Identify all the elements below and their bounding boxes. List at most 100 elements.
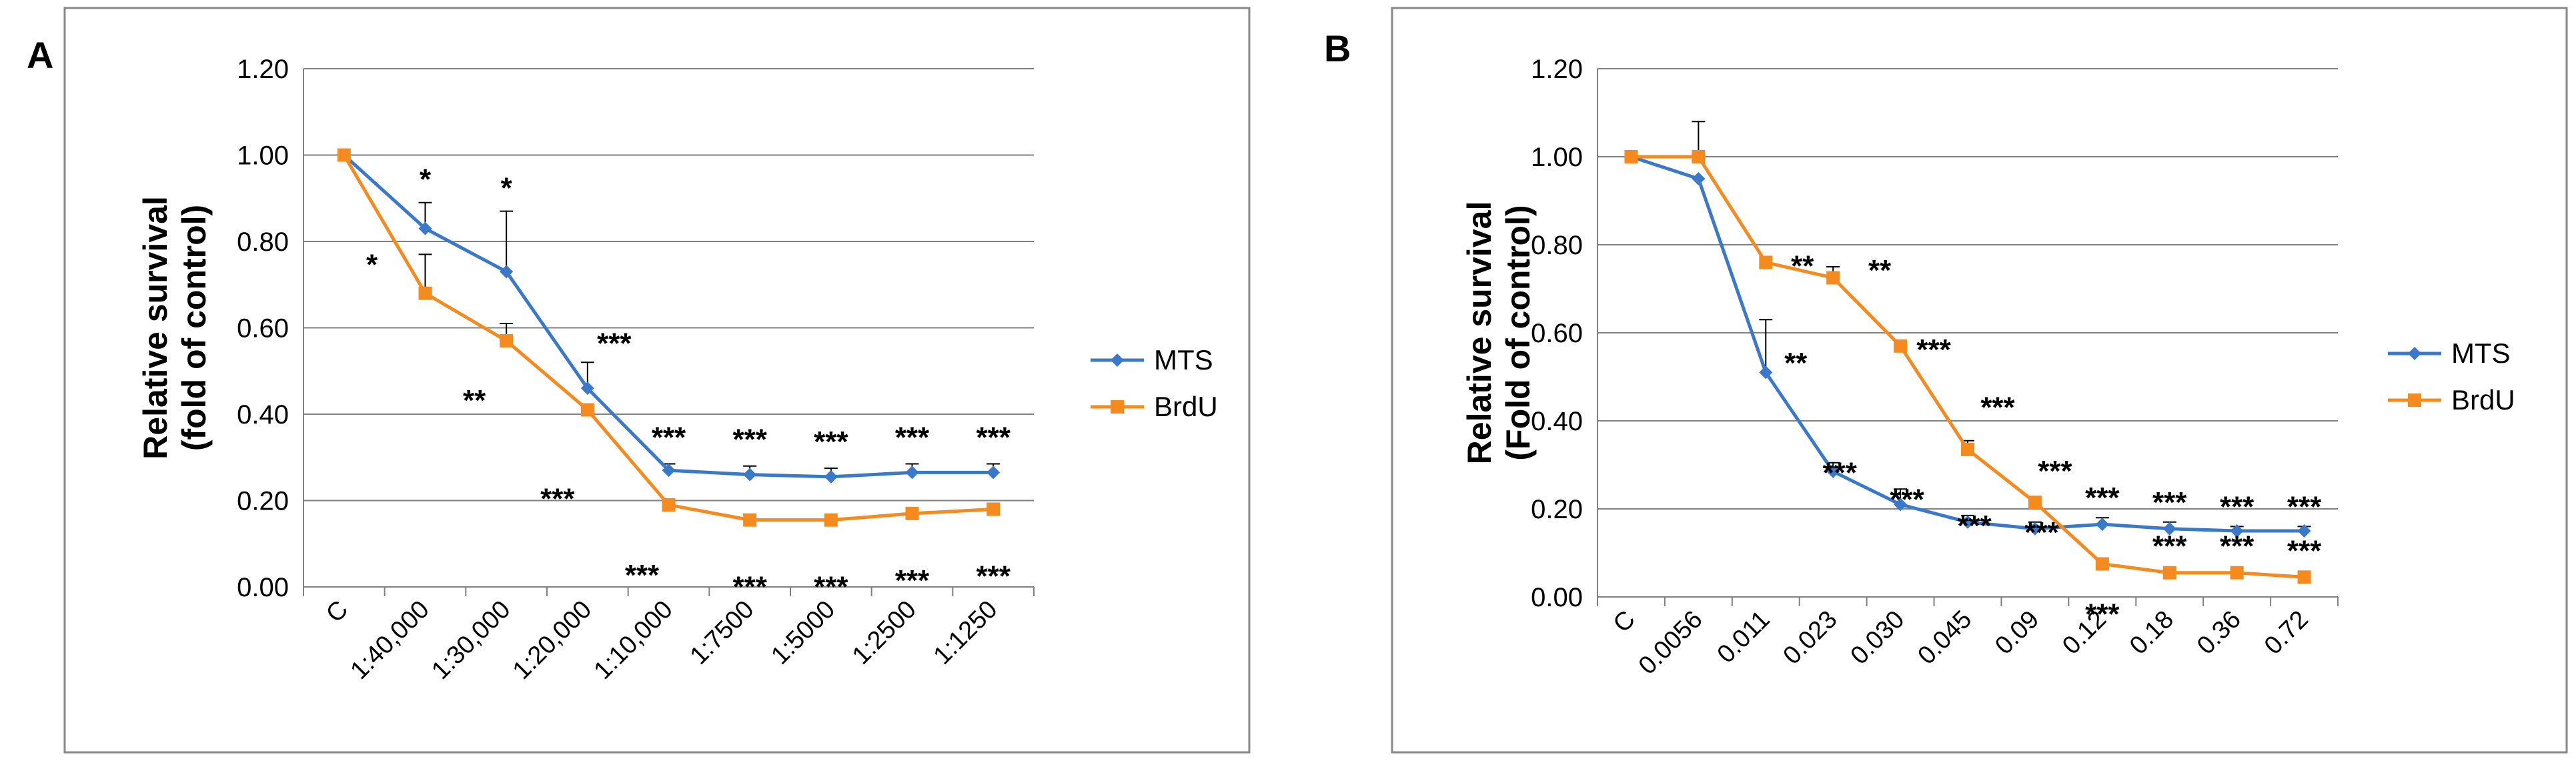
chart-b-brdu-significance: ***	[2085, 598, 2120, 631]
chart-a-brdu-significance: *	[366, 248, 378, 281]
chart-a-mts-point	[743, 468, 757, 482]
legend-label-brdu: BrdU	[1154, 391, 1218, 422]
chart-b-brdu-point	[1961, 442, 1974, 456]
chart-b-brdu-significance: **	[1791, 249, 1814, 282]
chart-a-mts-point	[662, 464, 676, 478]
legend-label-mts: MTS	[2451, 337, 2511, 369]
chart-a-ytick-label: 1.20	[237, 55, 289, 84]
chart-b-brdu-point	[1894, 339, 1908, 353]
chart-a-mts-point	[987, 466, 1001, 480]
chart-b-mts-point	[1894, 498, 1908, 512]
chart-b-ytick-label: 0.00	[1531, 583, 1583, 612]
chart-b-brdu-significance: ***	[2287, 534, 2322, 567]
chart-a-mts-point	[580, 382, 594, 396]
chart-b-brdu-point	[2162, 566, 2176, 580]
chart-b-frame	[1391, 7, 2568, 754]
chart-b-brdu-point	[1826, 271, 1840, 285]
chart-a-mts-point	[824, 470, 838, 484]
chart-b-mts-significance: ***	[1822, 457, 1857, 490]
chart-b-mts-point	[1759, 365, 1773, 379]
chart-b-brdu-point	[2095, 557, 2109, 571]
chart-b-ytick-label: 1.20	[1531, 55, 1583, 84]
chart-b-brdu-point	[2297, 570, 2311, 584]
chart-b-mts-significance: ***	[2220, 490, 2255, 523]
chart-a-brdu-significance: ***	[625, 559, 660, 592]
chart-b-mts-point	[1692, 172, 1706, 185]
legend-label-mts: MTS	[1154, 344, 1213, 375]
chart-b-y-axis-title-line: (Fold of control)	[1499, 205, 1537, 460]
legend-marker-mts	[1111, 353, 1124, 367]
chart-b-brdu-point	[1624, 150, 1638, 163]
chart-a-brdu-point	[662, 498, 676, 512]
chart-a-brdu-significance: ***	[976, 560, 1011, 592]
chart-b-mts-significance: ***	[2024, 516, 2059, 549]
chart-a-brdu-point	[905, 506, 919, 520]
legend-label-brdu: BrdU	[2451, 384, 2515, 416]
chart-b-brdu-point	[2230, 566, 2244, 580]
chart-b-mts-significance: ***	[2287, 490, 2322, 523]
chart-a-mts-point	[500, 265, 514, 279]
chart-panel-a: 0.000.200.400.600.801.001.20C1:40,0001:3…	[63, 7, 1251, 754]
panel-label-a: A	[27, 34, 54, 76]
chart-b-y-axis-title-line: Relative survival	[1461, 201, 1498, 465]
chart-a-brdu-point	[337, 148, 351, 162]
chart-a-brdu-point	[824, 513, 838, 527]
chart-b-y-axis-title: Relative survival(Fold of control)	[1461, 201, 1537, 465]
chart-a-mts-point	[418, 221, 432, 235]
chart-b-mts-significance: **	[1784, 347, 1808, 379]
chart-b-mts-point	[2297, 524, 2311, 538]
chart-a-mts-significance: ***	[732, 424, 767, 456]
chart-b-ytick-label: 1.00	[1531, 143, 1583, 172]
chart-a-brdu-point	[500, 333, 514, 347]
chart-a-brdu-point	[418, 286, 432, 300]
chart-a-mts-significance: *	[420, 163, 432, 196]
chart-a-brdu-significance: ***	[540, 483, 575, 516]
chart-a-ytick-label: 1.00	[237, 141, 289, 171]
chart-b-ytick-label: 0.40	[1531, 407, 1583, 436]
chart-b-mts-significance: ***	[1890, 483, 1924, 516]
chart-a-brdu-significance: ***	[732, 571, 767, 604]
chart-a-frame	[63, 7, 1251, 754]
chart-a-mts-point	[905, 466, 919, 480]
chart-b-mts-point	[2162, 522, 2176, 536]
chart-b-mts-point	[2230, 524, 2244, 538]
chart-a-brdu-significance: ***	[814, 571, 848, 604]
chart-b-ytick-label: 0.60	[1531, 319, 1583, 348]
chart-b-mts-significance: ***	[2152, 486, 2187, 519]
legend-marker-brdu	[1111, 400, 1124, 414]
chart-b-mts-point	[1826, 464, 1840, 478]
chart-a-brdu-significance: **	[463, 384, 486, 417]
chart-a-mts-significance: ***	[895, 421, 930, 454]
chart-a-ytick-label: 0.40	[237, 400, 289, 430]
chart-a-y-axis-title: Relative survival(fold of control)	[137, 196, 213, 460]
chart-a-mts-significance: ***	[814, 426, 848, 458]
chart-a-ytick-label: 0.80	[237, 227, 289, 257]
legend-marker-mts	[2408, 347, 2421, 360]
chart-b-mts-point	[1961, 515, 1974, 529]
chart-a-mts-significance: ***	[652, 421, 686, 454]
chart-b-brdu-significance: ***	[2220, 530, 2255, 563]
legend-marker-brdu	[2408, 394, 2421, 407]
chart-b-brdu-point	[1759, 255, 1773, 269]
chart-a-ytick-label: 0.60	[237, 314, 289, 343]
chart-a-ytick-label: 0.20	[237, 487, 289, 516]
chart-a-mts-significance: ***	[976, 421, 1011, 454]
chart-b-ytick-label: 0.20	[1531, 495, 1583, 524]
chart-a-brdu-significance: ***	[895, 564, 930, 597]
chart-a-brdu-point	[743, 513, 757, 527]
chart-b-mts-significance: ***	[2085, 482, 2120, 514]
panel-label-b: B	[1324, 27, 1351, 69]
chart-a-mts-significance: ***	[597, 327, 632, 359]
chart-b-brdu-significance: ***	[1980, 392, 2015, 424]
chart-b-ytick-label: 0.80	[1531, 231, 1583, 260]
chart-a-brdu-point	[987, 502, 1001, 516]
chart-a-y-axis-title-line: Relative survival	[137, 196, 174, 460]
chart-b-brdu-significance: ***	[1916, 333, 1951, 366]
chart-a-mts-significance: *	[501, 172, 513, 205]
chart-b-brdu-point	[1692, 150, 1706, 163]
chart-b-brdu-significance: ***	[2038, 455, 2072, 488]
chart-a-y-axis-title-line: (fold of control)	[175, 205, 213, 451]
chart-b-brdu-significance: **	[1868, 254, 1892, 287]
chart-b-mts-point	[2028, 522, 2042, 536]
